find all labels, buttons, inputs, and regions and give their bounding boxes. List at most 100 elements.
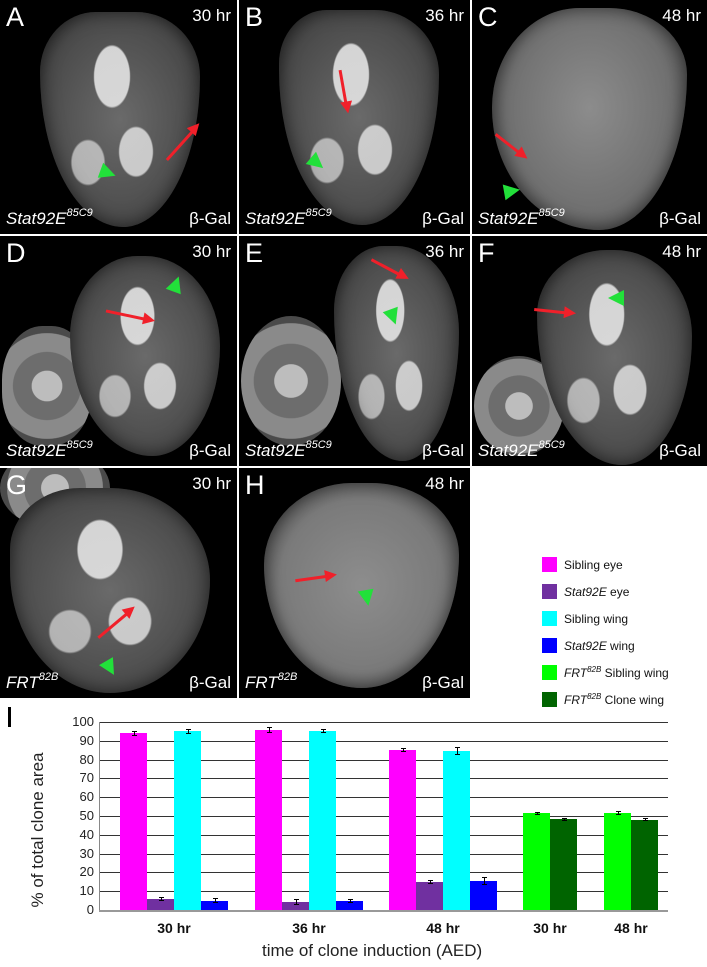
x-axis-title: time of clone induction (AED) — [262, 941, 483, 960]
y-tick-label: 20 — [79, 864, 94, 879]
gridline — [100, 722, 668, 723]
bar — [443, 751, 470, 910]
error-bar — [320, 728, 326, 734]
error-bar — [400, 748, 406, 753]
legend-swatch — [542, 611, 557, 626]
y-tick-label: 30 — [79, 846, 94, 861]
panel-letter: E — [245, 238, 264, 268]
time-label: 48 hr — [425, 474, 464, 493]
y-axis-title: % of total clone area — [28, 752, 47, 908]
panel-letter: C — [478, 2, 498, 32]
panel-d: D 30 hr Stat92E85C9 β-Gal — [0, 236, 237, 466]
gridline — [100, 816, 668, 817]
stain-label: β-Gal — [189, 209, 231, 228]
x-axis — [99, 910, 668, 912]
legend-item: Sibling wing — [542, 605, 669, 632]
y-axis — [99, 722, 100, 911]
gridline — [100, 797, 668, 798]
genotype-label: Stat92E85C9 — [245, 439, 332, 460]
bar — [147, 899, 174, 910]
time-label: 30 hr — [192, 474, 231, 493]
green-arrowhead-icon — [357, 588, 377, 608]
gridline — [100, 778, 668, 779]
legend-item: FRT82B Clone wing — [542, 686, 669, 713]
x-tick-label: 48 hr — [426, 920, 460, 936]
bar — [631, 819, 658, 910]
legend-label: Sibling wing — [564, 611, 629, 626]
error-bar — [561, 817, 567, 821]
error-bar — [158, 896, 164, 902]
panel-letter: D — [6, 238, 26, 268]
genotype-label: Stat92E85C9 — [6, 207, 93, 228]
panel-letter: F — [478, 238, 495, 268]
y-tick-label: 0 — [86, 902, 94, 917]
bar — [309, 731, 336, 910]
error-bar — [347, 899, 353, 904]
bar — [174, 731, 201, 910]
error-bar — [185, 729, 191, 734]
genotype-label: Stat92E85C9 — [6, 439, 93, 460]
green-arrowhead-icon — [502, 181, 522, 201]
wing-disc-image — [492, 8, 687, 230]
error-bar — [266, 727, 272, 734]
time-label: 36 hr — [425, 6, 464, 25]
error-bar — [481, 877, 487, 885]
error-bar — [427, 879, 433, 884]
legend-label: Stat92E wing — [564, 638, 635, 653]
x-tick-label: 30 hr — [533, 920, 567, 936]
panel-letter: G — [6, 470, 28, 500]
wing-disc-image — [279, 10, 439, 225]
wing-disc-image — [10, 488, 210, 693]
panel-letter: B — [245, 2, 264, 32]
wing-disc-image — [40, 12, 200, 227]
eye-disc-image — [241, 316, 341, 446]
panel-h: H 48 hr FRT82B β-Gal — [239, 468, 470, 698]
bar — [201, 900, 228, 910]
time-label: 36 hr — [425, 242, 464, 261]
bar — [255, 730, 282, 910]
error-bar — [293, 898, 299, 905]
bar — [120, 733, 147, 910]
time-label: 48 hr — [662, 6, 701, 25]
panel-f: F 48 hr Stat92E85C9 β-Gal — [472, 236, 707, 466]
eye-antennal-disc-image — [537, 250, 692, 465]
error-bar — [615, 810, 621, 815]
gridline — [100, 872, 668, 873]
gridline — [100, 835, 668, 836]
legend-item: Stat92E eye — [542, 578, 669, 605]
time-label: 30 hr — [192, 242, 231, 261]
stain-label: β-Gal — [422, 209, 464, 228]
legend-swatch — [542, 665, 557, 680]
legend-label: FRT82B Sibling wing — [564, 665, 669, 680]
bar — [282, 901, 309, 910]
panel-letter-i — [8, 707, 11, 727]
x-tick-label: 30 hr — [157, 920, 191, 936]
green-arrowhead-icon — [608, 290, 624, 306]
stain-label: β-Gal — [189, 441, 231, 460]
error-bar — [131, 731, 137, 736]
bar — [604, 812, 631, 910]
stain-label: β-Gal — [422, 673, 464, 692]
genotype-label: FRT82B — [245, 671, 298, 692]
legend-swatch — [542, 557, 557, 572]
genotype-label: Stat92E85C9 — [478, 439, 565, 460]
stain-label: β-Gal — [189, 673, 231, 692]
panel-b: B 36 hr Stat92E85C9 β-Gal — [239, 0, 470, 234]
time-label: 48 hr — [662, 242, 701, 261]
legend-swatch — [542, 584, 557, 599]
panel-g: G 30 hr FRT82B β-Gal — [0, 468, 237, 698]
y-tick-label: 10 — [79, 883, 94, 898]
gridline — [100, 760, 668, 761]
chart-legend: Sibling eye Stat92E eye Sibling wing Stat92… — [542, 551, 669, 713]
error-bar — [642, 817, 648, 822]
y-tick-label: 50 — [79, 808, 94, 823]
error-bar — [454, 747, 460, 755]
bar — [416, 881, 443, 910]
stain-label: β-Gal — [659, 209, 701, 228]
legend-label: Sibling eye — [564, 557, 623, 572]
x-tick-label: 36 hr — [292, 920, 326, 936]
legend-item: Sibling eye — [542, 551, 669, 578]
stain-label: β-Gal — [422, 441, 464, 460]
time-label: 30 hr — [192, 6, 231, 25]
legend-label: FRT82B Clone wing — [564, 692, 665, 707]
